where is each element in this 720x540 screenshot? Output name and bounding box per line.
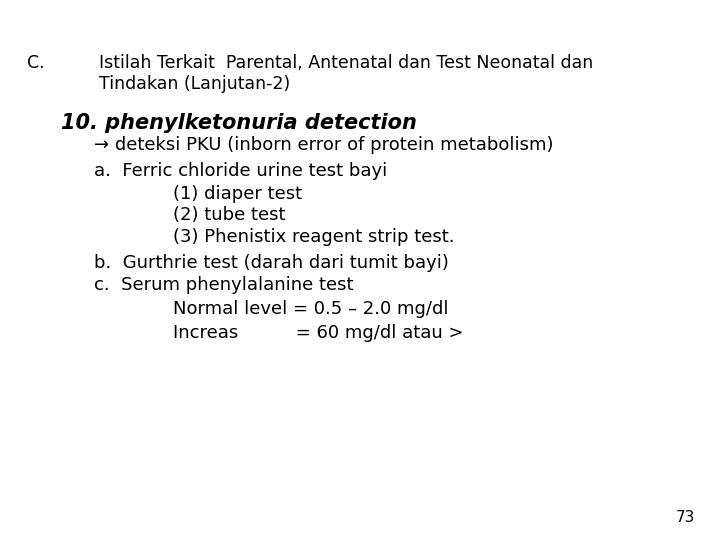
Text: C.: C. xyxy=(27,54,45,72)
Text: c.  Serum phenylalanine test: c. Serum phenylalanine test xyxy=(94,276,353,294)
Text: Normal level = 0.5 – 2.0 mg/dl: Normal level = 0.5 – 2.0 mg/dl xyxy=(173,300,449,318)
Text: b.  Gurthrie test (darah dari tumit bayi): b. Gurthrie test (darah dari tumit bayi) xyxy=(94,254,449,272)
Text: Istilah Terkait  Parental, Antenatal dan Test Neonatal dan: Istilah Terkait Parental, Antenatal dan … xyxy=(99,54,593,72)
Text: Increas          = 60 mg/dl atau >: Increas = 60 mg/dl atau > xyxy=(173,324,463,342)
Text: (2) tube test: (2) tube test xyxy=(173,206,285,224)
Text: a.  Ferric chloride urine test bayi: a. Ferric chloride urine test bayi xyxy=(94,162,387,180)
Text: (3) Phenistix reagent strip test.: (3) Phenistix reagent strip test. xyxy=(173,228,454,246)
Text: Tindakan (Lanjutan-2): Tindakan (Lanjutan-2) xyxy=(99,75,291,92)
Text: 73: 73 xyxy=(675,510,695,525)
Text: → deteksi PKU (inborn error of protein metabolism): → deteksi PKU (inborn error of protein m… xyxy=(94,136,553,154)
Text: 10. phenylketonuria detection: 10. phenylketonuria detection xyxy=(61,113,417,133)
Text: (1) diaper test: (1) diaper test xyxy=(173,185,302,202)
